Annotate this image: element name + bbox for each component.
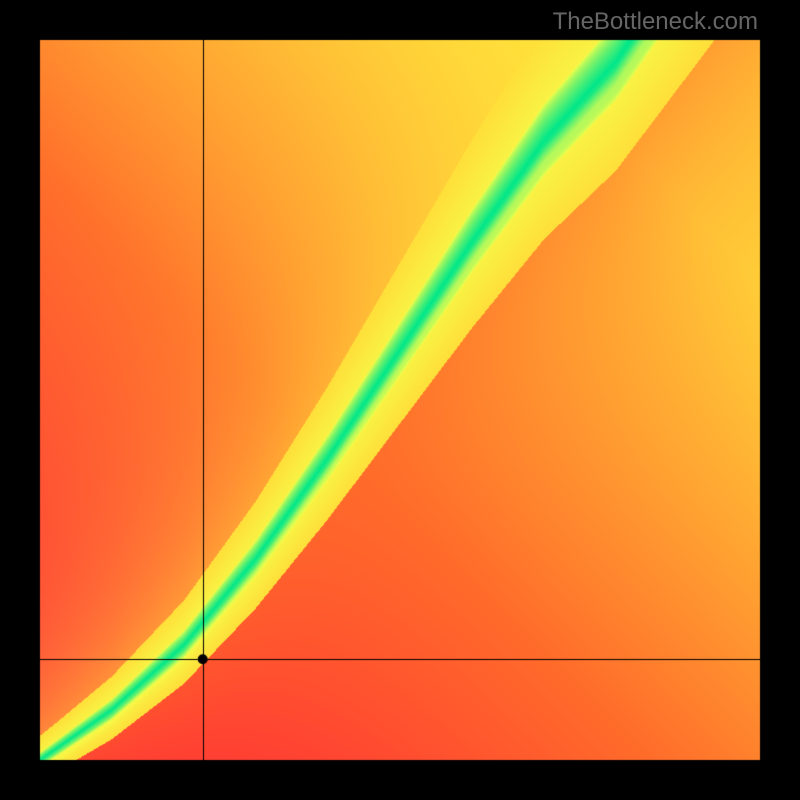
figure-container: TheBottleneck.com [0, 0, 800, 800]
bottleneck-heatmap-canvas [0, 0, 800, 800]
watermark-text: TheBottleneck.com [553, 8, 758, 36]
